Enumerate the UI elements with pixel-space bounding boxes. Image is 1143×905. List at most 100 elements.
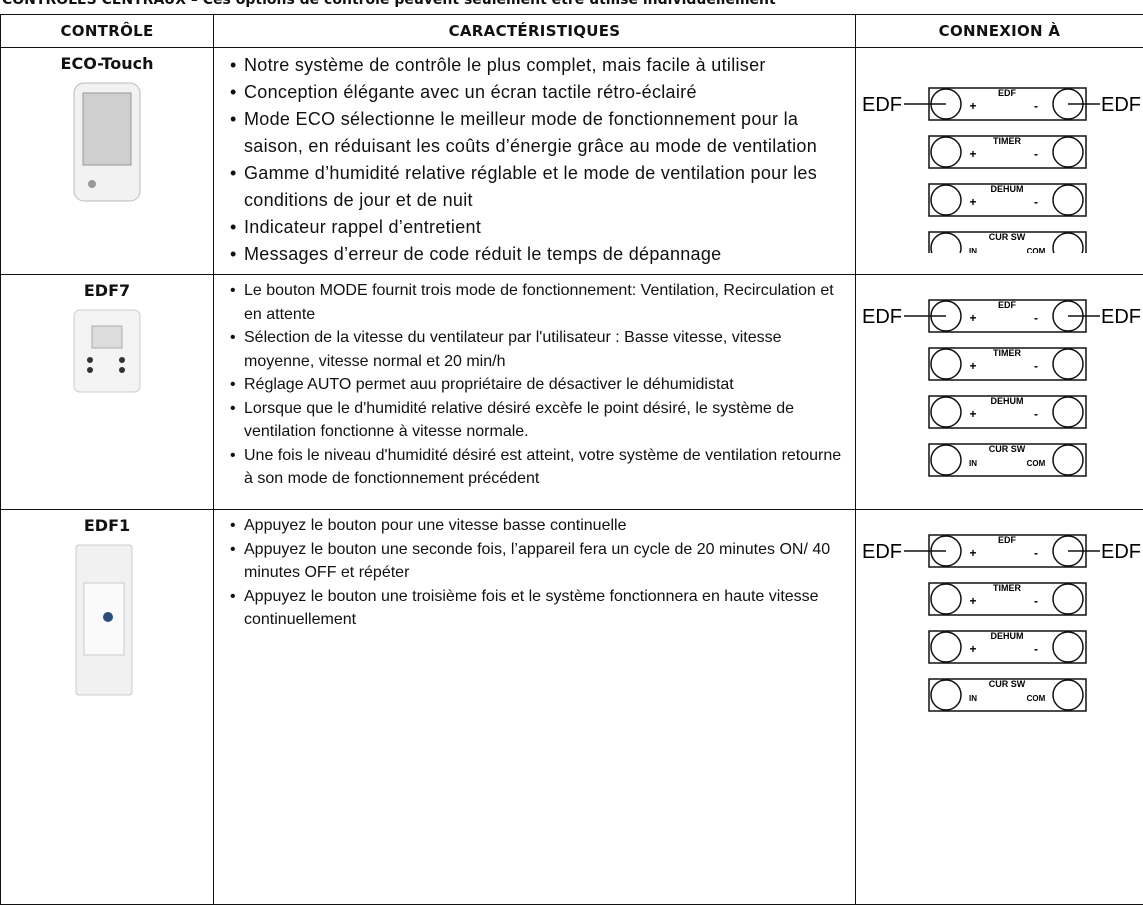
- device-button: [87, 357, 93, 363]
- connection-cell: EDF + - EDF EDF TIMER + - DEHUM + - CUR SW IN COM: [855, 47, 1143, 275]
- control-table: CONTRÔLE CARACTÉRISTIQUES CONNEXION À EC…: [0, 14, 1143, 905]
- terminal-sign: +: [969, 546, 976, 560]
- terminal-block: [928, 347, 1087, 381]
- feature-list: Appuyez le bouton pour une vitesse basse…: [214, 514, 855, 632]
- wire-label: EDF: [1101, 94, 1141, 116]
- column-header: CONTRÔLE: [0, 14, 214, 48]
- device-screen: [91, 325, 123, 349]
- feature-item: Appuyez le bouton une troisième fois et …: [230, 585, 849, 632]
- terminal-sign: -: [1034, 594, 1038, 608]
- table-row: EDF1 Appuyez le bouton pour une vitesse b…: [0, 509, 1143, 905]
- terminal-sign: COM: [1027, 694, 1046, 703]
- table-row: EDF7 Le bouton MODE fournit trois mode de…: [0, 274, 1143, 510]
- terminal-sign: +: [969, 594, 976, 608]
- terminal: [1052, 631, 1084, 663]
- device-image: [73, 309, 141, 393]
- terminal-block: [928, 231, 1087, 253]
- terminal-sign: +: [969, 642, 976, 656]
- terminal: [1052, 136, 1084, 168]
- terminal-sign: +: [969, 147, 976, 161]
- wire-label: EDF: [862, 94, 902, 116]
- terminal-label: DEHUM: [991, 184, 1024, 194]
- terminal-sign: -: [1034, 311, 1038, 325]
- terminal: [930, 444, 962, 476]
- device-logo: [88, 180, 96, 188]
- terminal-label: TIMER: [993, 136, 1021, 146]
- terminal-block: [928, 183, 1087, 217]
- terminal: [1052, 444, 1084, 476]
- wire-label: EDF: [1101, 541, 1141, 563]
- terminal: [930, 232, 962, 253]
- terminal-label: EDF: [998, 88, 1017, 98]
- device-screen: [82, 92, 132, 166]
- device: [73, 309, 141, 393]
- terminal: [930, 679, 962, 711]
- feature-item: Une fois le niveau d'humidité désiré est…: [230, 444, 849, 491]
- terminal-sign: COM: [1027, 459, 1046, 468]
- terminal-sign: COM: [1027, 247, 1046, 253]
- terminal-sign: +: [969, 195, 976, 209]
- feature-item: Messages d’erreur de code réduit le temp…: [230, 241, 849, 268]
- control-cell: ECO-Touch: [0, 47, 214, 275]
- feature-list: Notre système de contrôle le plus comple…: [214, 52, 855, 268]
- control-name: EDF7: [83, 281, 131, 300]
- terminal-block: [928, 395, 1087, 429]
- terminal-sign: IN: [969, 459, 977, 468]
- connection-cell: EDF + - EDF EDF TIMER + - DEHUM + - CUR SW IN COM: [855, 509, 1143, 905]
- terminal: [930, 184, 962, 216]
- device-button: [119, 367, 125, 373]
- terminal-sign: -: [1034, 195, 1038, 209]
- terminal-sign: +: [969, 407, 976, 421]
- connection-cell: EDF + - EDF EDF TIMER + - DEHUM + - CUR SW IN COM: [855, 274, 1143, 510]
- terminal: [1052, 348, 1084, 380]
- terminal: [1052, 679, 1084, 711]
- device-button: [103, 612, 113, 622]
- terminal-sign: -: [1034, 359, 1038, 373]
- terminal-block: [928, 678, 1087, 712]
- terminal-sign: IN: [969, 247, 977, 253]
- feature-item: Appuyez le bouton une seconde fois, l’ap…: [230, 538, 849, 585]
- terminal-sign: +: [969, 311, 976, 325]
- terminal-sign: IN: [969, 694, 977, 703]
- feature-item: Le bouton MODE fournit trois mode de fon…: [230, 279, 849, 326]
- feature-item: Appuyez le bouton pour une vitesse basse…: [230, 514, 849, 538]
- terminal: [1052, 396, 1084, 428]
- control-name: EDF1: [83, 516, 131, 535]
- section-title: CONTRÔLES CENTRAUX – Ces options de cont…: [2, 0, 776, 8]
- terminal: [1052, 583, 1084, 615]
- terminal-block: [928, 630, 1087, 664]
- feature-item: Indicateur rappel d’entretient: [230, 214, 849, 241]
- terminal-label: CUR SW: [989, 679, 1026, 689]
- terminal: [930, 631, 962, 663]
- control-cell: EDF7: [0, 274, 214, 510]
- features-cell: Appuyez le bouton pour une vitesse basse…: [213, 509, 856, 905]
- wire-label: EDF: [862, 306, 902, 328]
- column-header: CARACTÉRISTIQUES: [213, 14, 856, 48]
- features-cell: Notre système de contrôle le plus comple…: [213, 47, 856, 275]
- terminal-label: DEHUM: [991, 396, 1024, 406]
- table-body: ECO-Touch Notre système de contrôle le pl…: [0, 47, 1143, 905]
- feature-list: Le bouton MODE fournit trois mode de fon…: [214, 279, 855, 491]
- column-header: CONNEXION À: [855, 14, 1143, 48]
- terminal-label: DEHUM: [991, 631, 1024, 641]
- feature-item: Lorsque que le d'humidité relative désir…: [230, 397, 849, 444]
- control-cell: EDF1: [0, 509, 214, 905]
- control-name: ECO-Touch: [60, 54, 154, 73]
- header-row: CONTRÔLE CARACTÉRISTIQUES CONNEXION À: [0, 14, 1143, 48]
- device-button: [119, 357, 125, 363]
- terminal: [1052, 232, 1084, 253]
- terminal-label: CUR SW: [989, 444, 1026, 454]
- terminal-block: [928, 443, 1087, 477]
- terminal-sign: +: [969, 99, 976, 113]
- terminal: [930, 136, 962, 168]
- feature-item: Mode ECO sélectionne le meilleur mode de…: [230, 106, 849, 160]
- terminal-label: TIMER: [993, 348, 1021, 358]
- terminal-sign: +: [969, 359, 976, 373]
- terminal: [930, 348, 962, 380]
- terminal-label: EDF: [998, 535, 1017, 545]
- terminal-sign: -: [1034, 546, 1038, 560]
